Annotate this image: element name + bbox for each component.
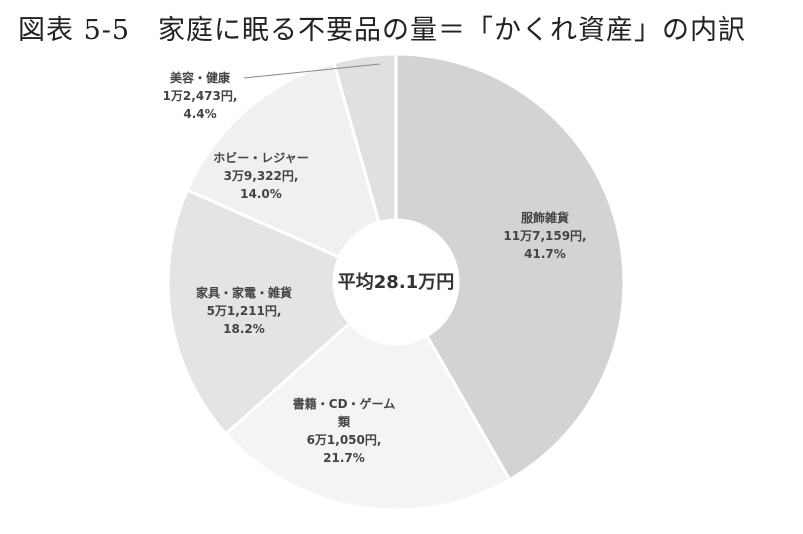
figure-title: 図表 5-5 家庭に眠る不要品の量＝「かくれ資産」の内訳: [18, 15, 747, 46]
slice-hobby-leisure: [185, 60, 381, 259]
label-percent: 4.4%: [183, 107, 216, 121]
label-name: 家具・家電・雑貨: [196, 285, 292, 300]
slice-label-beauty-health: 美容・健康 1万2,473円, 4.4%: [163, 70, 238, 121]
label-name: ホビー・レジャー: [213, 150, 308, 165]
label-percent: 18.2%: [223, 322, 265, 336]
label-amount: 6万1,050円,: [307, 433, 382, 447]
label-percent: 41.7%: [524, 247, 566, 261]
slice-fashion: [394, 52, 626, 482]
label-amount: 5万1,211円,: [207, 304, 282, 318]
slice-label-fashion: 服飾雑貨 11万7,159円, 41.7%: [503, 210, 586, 261]
slice-label-hobby-leisure: ホビー・レジャー 3万9,322円, 14.0%: [213, 150, 308, 201]
label-amount: 3万9,322円,: [224, 169, 299, 183]
slice-books-cd-games: [223, 321, 512, 512]
label-name: 書籍・CD・ゲーム: [293, 396, 395, 411]
slice-furniture-appliances: [166, 188, 352, 436]
center-label: 平均28.1万円: [338, 271, 454, 293]
label-name: 類: [337, 414, 351, 429]
label-name: 服飾雑貨: [521, 210, 569, 225]
slices-layer: [166, 52, 626, 512]
leader-line-beauty-health: [243, 63, 381, 79]
label-percent: 14.0%: [240, 187, 282, 201]
label-amount: 1万2,473円,: [163, 89, 238, 103]
label-amount: 11万7,159円,: [503, 229, 586, 243]
label-name: 美容・健康: [170, 70, 231, 85]
donut-hole: [336, 222, 456, 342]
slice-beauty-health: [331, 52, 398, 225]
slice-label-furniture-appliances: 家具・家電・雑貨 5万1,211円, 18.2%: [196, 285, 292, 336]
label-percent: 21.7%: [323, 451, 365, 465]
